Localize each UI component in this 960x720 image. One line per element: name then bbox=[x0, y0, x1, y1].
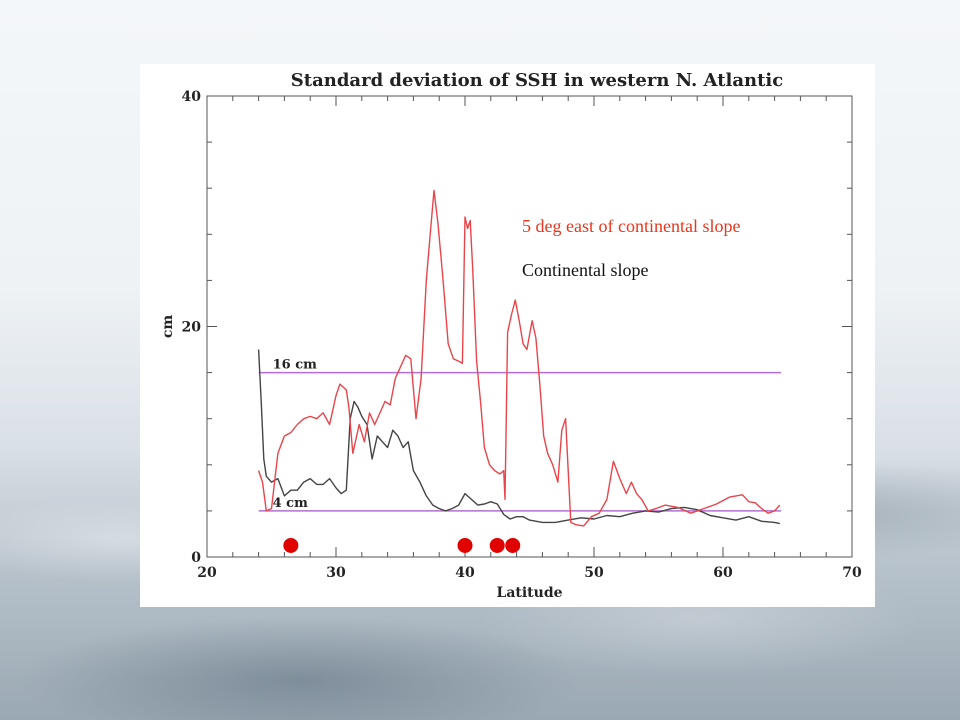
latitude-marker bbox=[283, 537, 299, 553]
y-tick-label: 0 bbox=[191, 550, 201, 566]
black-series-annotation: Continental slope bbox=[522, 260, 649, 280]
series-line bbox=[257, 189, 781, 527]
chart-svg: Standard deviation of SSH in western N. … bbox=[160, 70, 862, 601]
x-tick-label: 60 bbox=[713, 565, 733, 581]
y-tick-label: 20 bbox=[182, 320, 202, 336]
series-lines bbox=[257, 189, 781, 527]
plot-frame bbox=[206, 95, 853, 558]
series-line bbox=[257, 349, 780, 525]
red-series-annotation: 5 deg east of continental slope bbox=[522, 216, 741, 236]
x-axis-label: Latitude bbox=[496, 585, 562, 601]
reference-lines: 16 cm 4 cm bbox=[258, 358, 782, 512]
chart-title: Standard deviation of SSH in western N. … bbox=[291, 70, 783, 91]
x-tick-label: 50 bbox=[584, 565, 604, 581]
reference-line-label: 4 cm bbox=[273, 496, 308, 511]
x-tick-label: 70 bbox=[842, 565, 862, 581]
reference-line-label: 16 cm bbox=[273, 358, 318, 373]
x-tick-label: 20 bbox=[197, 565, 217, 581]
y-axis-label: cm bbox=[160, 315, 176, 339]
latitude-marker bbox=[457, 537, 473, 553]
x-tick-label: 30 bbox=[326, 565, 346, 581]
y-tick-label: 40 bbox=[182, 89, 202, 105]
latitude-marker bbox=[489, 537, 505, 553]
latitude-markers bbox=[283, 537, 521, 553]
axis-ticks bbox=[206, 95, 853, 558]
latitude-marker bbox=[505, 537, 521, 553]
x-tick-label: 40 bbox=[455, 565, 475, 581]
chart-panel: Standard deviation of SSH in western N. … bbox=[140, 64, 875, 607]
